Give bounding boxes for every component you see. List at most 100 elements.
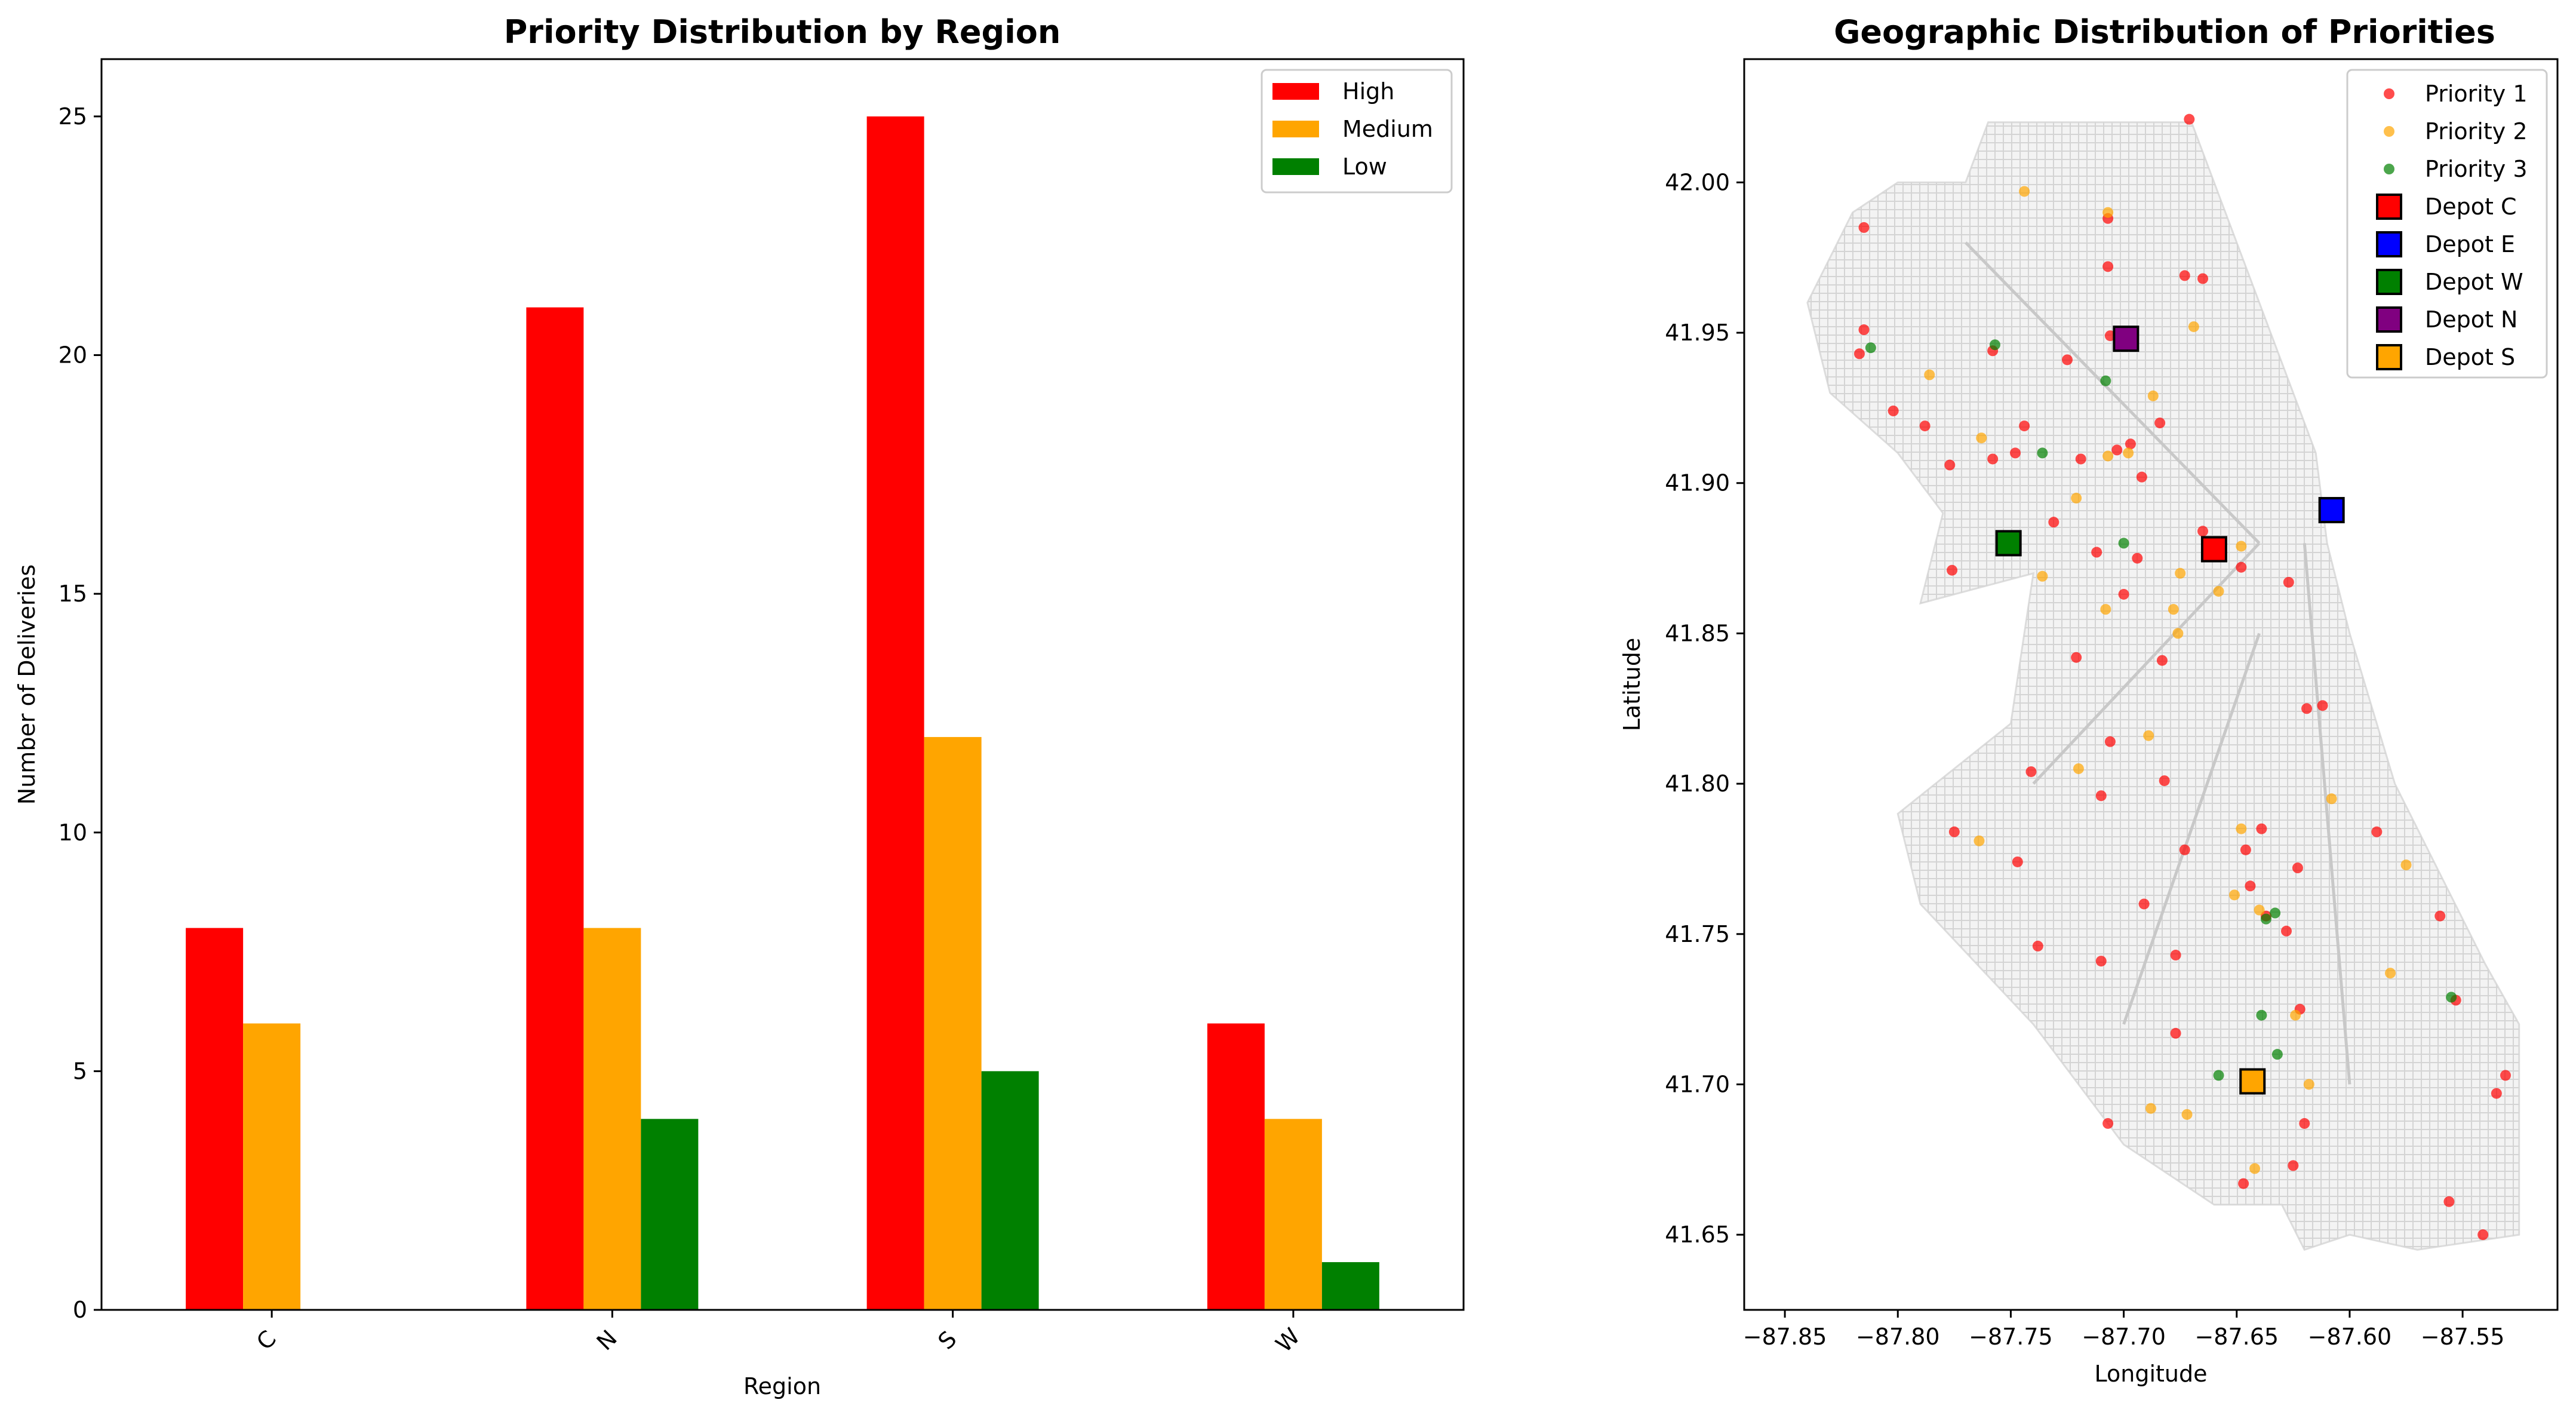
priority-3-point	[2256, 1009, 2267, 1021]
priority-2-point	[2145, 1103, 2156, 1114]
geo-legend: Priority 1 Priority 2 Priority 3 Depot C Dep…	[2346, 69, 2548, 379]
geo-x-axis-label: Longitude	[2095, 1361, 2208, 1387]
geo-legend-label: Priority 2	[2425, 118, 2528, 145]
geo-y-ticks: 41.65 41.70 41.75 41.80 41.85 41.90 41.95 42.00	[1665, 169, 1744, 1248]
priority-1-point	[2095, 790, 2107, 802]
geo-y-tick-label: 41.95	[1665, 320, 1730, 346]
priority-1-point	[2025, 766, 2037, 777]
priority-1-point	[2500, 1070, 2511, 1081]
geo-y-tick-label: 41.65	[1665, 1221, 1730, 1248]
priority-2-point	[2147, 390, 2159, 401]
geo-legend-label: Depot E	[2425, 231, 2515, 257]
priority-2-point	[2037, 570, 2048, 582]
priority-1-point	[2299, 1118, 2310, 1129]
geo-y-tick-label: 41.90	[1665, 470, 1730, 496]
bar-y-tick-label: 15	[59, 581, 87, 607]
priority-1-point	[2288, 1160, 2299, 1171]
priority-1-point	[2236, 561, 2247, 573]
priority-1-point	[2301, 703, 2313, 714]
bar-y-ticks: 0 5 10 15 20 25	[59, 103, 102, 1323]
priority-1-point	[2238, 1178, 2249, 1189]
priority-2-point	[2123, 447, 2134, 459]
priority-1-point	[2491, 1088, 2502, 1099]
priority-1-point	[1944, 459, 1956, 471]
priority-2-point	[1924, 369, 1935, 380]
bar-low-W	[1321, 1262, 1379, 1310]
geo-legend-label: Depot N	[2425, 306, 2517, 333]
geo-legend-label: Depot S	[2425, 344, 2515, 370]
priority-1-point	[2062, 354, 2073, 366]
bar-high-N	[526, 307, 584, 1310]
arterial-road	[2303, 543, 2351, 1085]
geo-x-tick-label: −87.60	[2308, 1324, 2392, 1350]
bar-y-tick-label: 20	[59, 342, 87, 369]
depot-n-marker	[2113, 326, 2140, 352]
priority-2-point	[2019, 186, 2030, 197]
priority-2-point	[1976, 432, 1987, 444]
bar-x-axis-label: Region	[743, 1373, 821, 1399]
priority-2-point	[2102, 207, 2114, 218]
geo-y-axis-label: Latitude	[1619, 638, 1645, 731]
priority-1-point	[2283, 576, 2294, 588]
depot-w-marker	[1995, 530, 2022, 557]
depot-c-marker	[2200, 536, 2227, 563]
priority-1-point	[2197, 526, 2209, 537]
priority-2-point	[2100, 604, 2111, 615]
priority-1-point	[1948, 826, 1960, 837]
priority-1-point	[2111, 444, 2123, 456]
priority-1-point	[2170, 950, 2181, 961]
geo-x-tick-label: −87.65	[2194, 1324, 2279, 1350]
bar-legend-label: Low	[1342, 154, 1387, 180]
priority-3-point	[2260, 913, 2271, 925]
priority-2-point	[2172, 628, 2184, 639]
bar-medium-W	[1264, 1119, 1322, 1310]
priority-2-point	[2303, 1079, 2314, 1090]
priority-1-point	[2102, 261, 2114, 272]
bar-legend: High Medium Low	[1261, 69, 1453, 194]
priority-1-point	[2010, 447, 2021, 459]
priority-2-point	[2236, 823, 2247, 834]
priority-2-point	[2400, 860, 2412, 871]
geo-marks	[1853, 113, 2511, 1241]
geo-chart: Geographic Distribution of Priorities 41…	[1619, 13, 2559, 1387]
geo-legend-marker	[2384, 88, 2394, 99]
priority-3-point	[2270, 907, 2281, 919]
priority-1-point	[2184, 113, 2195, 125]
priority-2-point	[2168, 604, 2179, 615]
priority-1-point	[2132, 553, 2143, 564]
priority-1-point	[2118, 588, 2129, 600]
priority-1-point	[1888, 405, 1899, 416]
priority-1-point	[2019, 420, 2030, 432]
priority-3-point	[1989, 339, 2000, 351]
geo-legend-label: Priority 1	[2425, 81, 2528, 107]
geo-y-tick-label: 41.80	[1665, 771, 1730, 797]
geo-x-tick-label: −87.85	[1743, 1324, 1827, 1350]
geo-legend-marker	[2384, 126, 2394, 137]
bar-x-tick-label: N	[592, 1325, 622, 1355]
bar-marks	[186, 116, 1379, 1310]
priority-3-point	[1865, 342, 1876, 354]
priority-2-point	[2236, 541, 2247, 552]
priority-1-point	[1853, 348, 1865, 360]
priority-1-point	[2240, 844, 2251, 855]
geo-legend-box	[2346, 69, 2548, 379]
priority-2-point	[2188, 321, 2199, 332]
priority-2-point	[2326, 793, 2337, 805]
priority-1-point	[2317, 700, 2328, 711]
priority-1-point	[2048, 517, 2059, 528]
priority-1-point	[2292, 862, 2303, 874]
geo-legend-marker	[2376, 231, 2402, 257]
priority-1-point	[2125, 438, 2136, 450]
bar-y-tick-label: 0	[73, 1297, 87, 1323]
priority-1-point	[2159, 775, 2170, 787]
priority-1-point	[2170, 1027, 2181, 1039]
geo-x-ticks: −87.85 −87.80 −87.75 −87.70 −87.65 −87.60 −87.…	[1743, 1310, 2504, 1350]
priority-1-point	[2012, 856, 2023, 867]
bar-medium-S	[924, 736, 982, 1310]
bar-high-C	[186, 928, 244, 1310]
bar-chart: Priority Distribution by Region 0 5 10 15 20…	[14, 13, 1465, 1399]
priority-3-point	[2037, 447, 2048, 459]
bar-legend-label: High	[1342, 78, 1394, 105]
priority-1-point	[1858, 324, 1870, 336]
